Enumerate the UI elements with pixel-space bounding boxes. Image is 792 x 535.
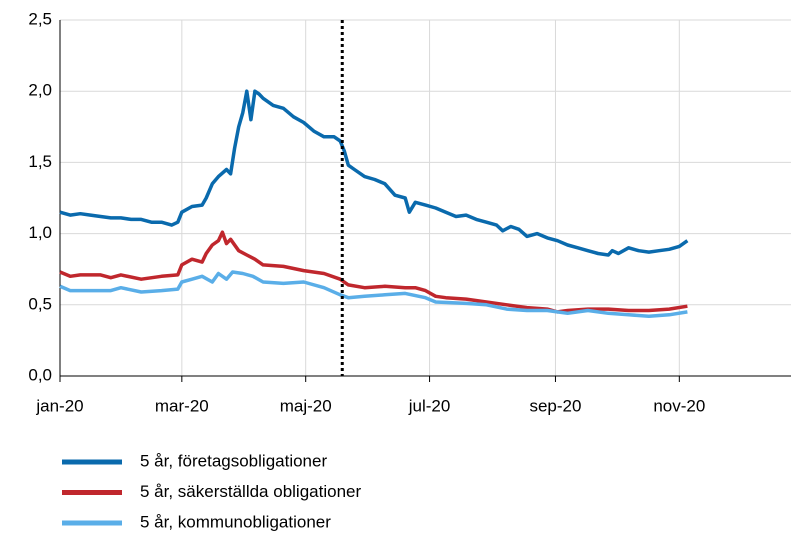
x-tick-label: mar-20: [155, 396, 209, 415]
x-tick-label: nov-20: [653, 396, 705, 415]
x-tick-label: maj-20: [280, 396, 332, 415]
y-tick-label: 0,0: [28, 365, 52, 384]
y-tick-label: 2,5: [28, 9, 52, 28]
x-tick-label: jul-20: [408, 396, 451, 415]
series-line: [59, 270, 688, 318]
y-tick-label: 0,5: [28, 294, 52, 313]
y-tick-label: 1,5: [28, 152, 52, 171]
series-line: [59, 230, 688, 314]
y-tick-label: 1,0: [28, 223, 52, 242]
series-line: [59, 89, 689, 257]
y-tick-label: 2,0: [28, 81, 52, 100]
legend-label: 5 år, säkerställda obligationer: [140, 482, 361, 501]
x-tick-label: jan-20: [35, 396, 83, 415]
x-tick-label: sep-20: [529, 396, 581, 415]
legend-label: 5 år, kommunobligationer: [140, 512, 331, 531]
legend-label: 5 år, företagsobligationer: [140, 451, 327, 470]
